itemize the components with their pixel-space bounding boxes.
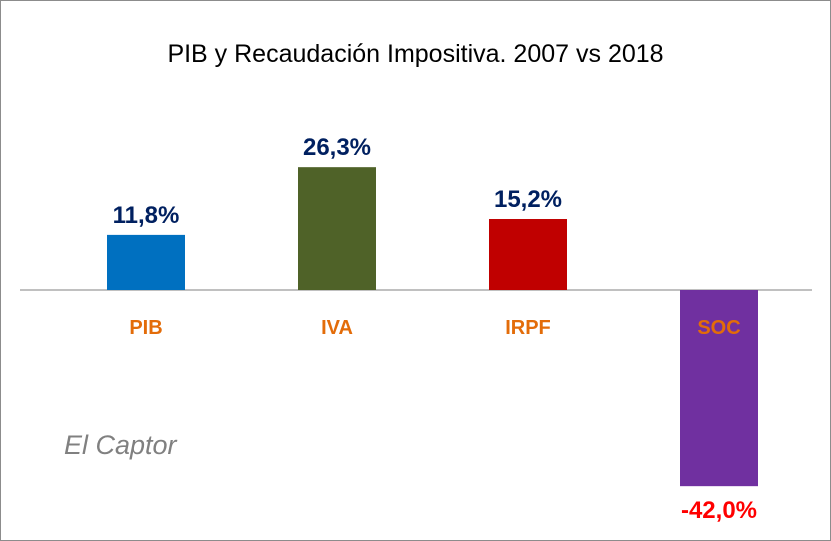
bar-pib [107,234,185,290]
bar-soc [680,290,758,487]
category-label-pib: PIB [129,317,162,339]
bar-irpf [489,219,567,290]
chart-title: PIB y Recaudación Impositiva. 2007 vs 20… [167,40,664,68]
bar-iva [298,167,376,290]
value-label-iva: 26,3% [303,134,371,161]
category-label-irpf: IRPF [505,317,551,339]
category-label-iva: IVA [321,317,353,339]
value-label-irpf: 15,2% [494,186,562,213]
watermark-text: El Captor [64,430,177,460]
category-label-soc: SOC [697,317,740,339]
value-label-soc: -42,0% [681,497,757,524]
value-label-pib: 11,8% [113,202,180,229]
